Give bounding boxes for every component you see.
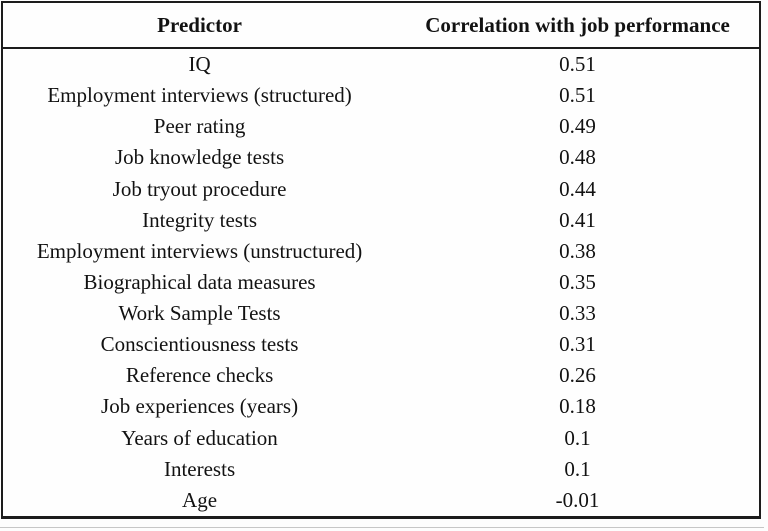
table-row: Employment interviews (structured) 0.51 bbox=[3, 80, 759, 111]
correlation-cell: -0.01 bbox=[555, 487, 600, 512]
predictor-cell: IQ bbox=[188, 52, 211, 77]
predictor-cell: Reference checks bbox=[125, 363, 274, 388]
table-row: Interests 0.1 bbox=[3, 454, 759, 485]
correlation-cell: 0.38 bbox=[559, 238, 596, 263]
predictor-cell: Interests bbox=[163, 456, 236, 481]
correlation-cell: 0.41 bbox=[559, 207, 596, 232]
predictor-cell: Job experiences (years) bbox=[101, 394, 299, 419]
predictor-cell: Work Sample Tests bbox=[118, 301, 281, 326]
predictor-cell: Employment interviews (unstructured) bbox=[36, 238, 363, 263]
table-row: Integrity tests 0.41 bbox=[3, 205, 759, 236]
correlation-cell: 0.51 bbox=[559, 52, 596, 77]
table-header: Predictor Correlation with job performan… bbox=[3, 3, 759, 49]
predictor-validity-table-frame: Predictor Correlation with job performan… bbox=[1, 1, 761, 519]
table-row: Job experiences (years) 0.18 bbox=[3, 391, 759, 422]
predictor-cell: Biographical data measures bbox=[83, 269, 316, 294]
predictor-cell: Age bbox=[182, 487, 218, 512]
predictor-cell: Employment interviews (structured) bbox=[47, 83, 352, 108]
correlation-cell: 0.51 bbox=[559, 83, 596, 108]
predictor-cell: Job tryout procedure bbox=[112, 176, 287, 201]
header-row: Predictor Correlation with job performan… bbox=[3, 3, 759, 49]
correlation-cell: 0.49 bbox=[559, 114, 596, 139]
correlation-cell: 0.35 bbox=[559, 269, 596, 294]
table-row: Biographical data measures 0.35 bbox=[3, 267, 759, 298]
predictor-cell: Peer rating bbox=[153, 114, 246, 139]
table-row: Employment interviews (unstructured) 0.3… bbox=[3, 236, 759, 267]
predictor-cell: Job knowledge tests bbox=[114, 145, 285, 170]
table-row: Age -0.01 bbox=[3, 485, 759, 516]
correlation-cell: 0.18 bbox=[559, 394, 596, 419]
table-row: Work Sample Tests 0.33 bbox=[3, 298, 759, 329]
table-row: Years of education 0.1 bbox=[3, 423, 759, 454]
predictor-cell: Conscientiousness tests bbox=[100, 332, 299, 357]
table-row: Conscientiousness tests 0.31 bbox=[3, 329, 759, 360]
predictor-validity-table: Predictor Correlation with job performan… bbox=[3, 3, 759, 516]
correlation-cell: 0.1 bbox=[564, 425, 591, 450]
table-row: Job tryout procedure 0.44 bbox=[3, 174, 759, 205]
correlation-cell: 0.33 bbox=[559, 301, 596, 326]
correlation-cell: 0.31 bbox=[559, 332, 596, 357]
correlation-cell: 0.26 bbox=[559, 363, 596, 388]
correlation-cell: 0.1 bbox=[564, 456, 591, 481]
table-row: Peer rating 0.49 bbox=[3, 111, 759, 142]
predictor-cell: Years of education bbox=[121, 425, 278, 450]
column-header-correlation: Correlation with job performance bbox=[396, 3, 759, 49]
bottom-shadow-line bbox=[0, 527, 764, 528]
predictor-cell: Integrity tests bbox=[142, 207, 257, 232]
correlation-cell: 0.48 bbox=[559, 145, 596, 170]
column-header-predictor: Predictor bbox=[3, 3, 397, 49]
table-row: Job knowledge tests 0.48 bbox=[3, 142, 759, 173]
table-row: Reference checks 0.26 bbox=[3, 360, 759, 391]
table-body: IQ 0.51 Employment interviews (structure… bbox=[3, 48, 759, 516]
correlation-cell: 0.44 bbox=[559, 176, 596, 201]
table-row: IQ 0.51 bbox=[3, 48, 759, 80]
